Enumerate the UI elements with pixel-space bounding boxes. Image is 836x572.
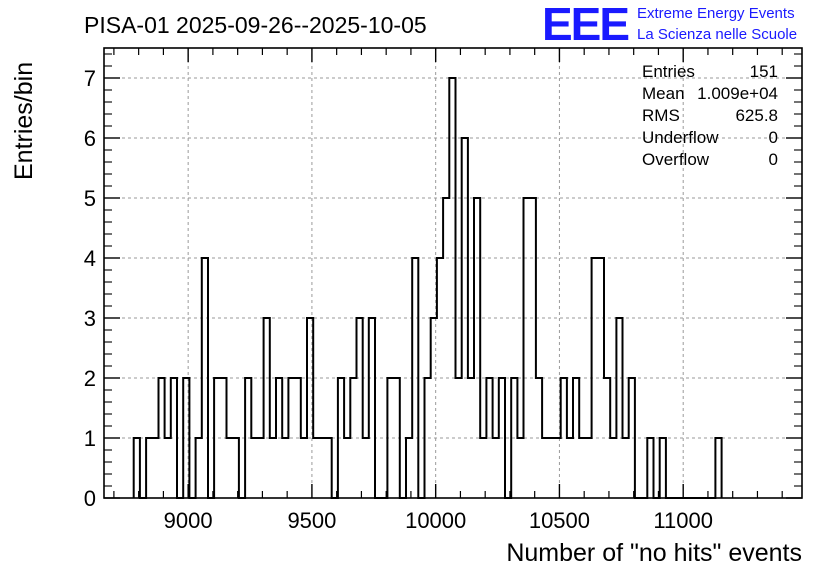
chart-title: PISA-01 2025-09-26--2025-10-05 xyxy=(84,12,427,38)
y-tick-label: 6 xyxy=(84,126,96,151)
stats-mean-label: Mean xyxy=(642,84,685,103)
histogram-outline xyxy=(132,77,723,499)
x-tick-label: 10000 xyxy=(405,508,466,533)
stats-entries-value: 151 xyxy=(750,62,778,81)
axis-ticks: 9000 9500 10000 10500 11000 0 1 2 3 4 5 6 7 xyxy=(84,48,802,533)
y-tick-label: 7 xyxy=(84,66,96,91)
y-tick-label: 4 xyxy=(84,246,96,271)
x-axis-title: Number of "no hits" events xyxy=(506,539,802,567)
x-tick-label: 11000 xyxy=(653,508,713,533)
stats-mean-value: 1.009e+04 xyxy=(697,84,778,103)
eee-logo: EEE Extreme Energy Events La Scienza nel… xyxy=(542,0,797,50)
stats-overflow-value: 0 xyxy=(769,150,778,169)
stats-box: Entries 151 Mean 1.009e+04 RMS 625.8 Und… xyxy=(642,62,778,169)
stats-overflow-label: Overflow xyxy=(642,150,710,169)
stats-rms-label: RMS xyxy=(642,106,680,125)
plot-frame xyxy=(103,47,803,499)
y-axis-title: Entries/bin xyxy=(10,62,38,180)
stats-underflow-label: Underflow xyxy=(642,128,719,147)
stats-entries-label: Entries xyxy=(642,62,695,81)
eee-logo-mark: EEE xyxy=(542,0,628,50)
y-tick-label: 1 xyxy=(84,426,96,451)
logo-line-1: Extreme Energy Events xyxy=(637,5,795,22)
x-tick-label: 9500 xyxy=(287,508,336,533)
x-tick-label: 9000 xyxy=(164,508,213,533)
logo-line-2: La Scienza nelle Scuole xyxy=(637,26,797,43)
y-tick-label: 0 xyxy=(84,486,96,511)
y-tick-label: 5 xyxy=(84,186,96,211)
stats-rms-value: 625.8 xyxy=(735,106,778,125)
x-tick-label: 10500 xyxy=(529,508,590,533)
y-tick-label: 2 xyxy=(84,366,96,391)
y-tick-label: 3 xyxy=(84,306,96,331)
grid-lines xyxy=(104,48,802,498)
stats-underflow-value: 0 xyxy=(769,128,778,147)
